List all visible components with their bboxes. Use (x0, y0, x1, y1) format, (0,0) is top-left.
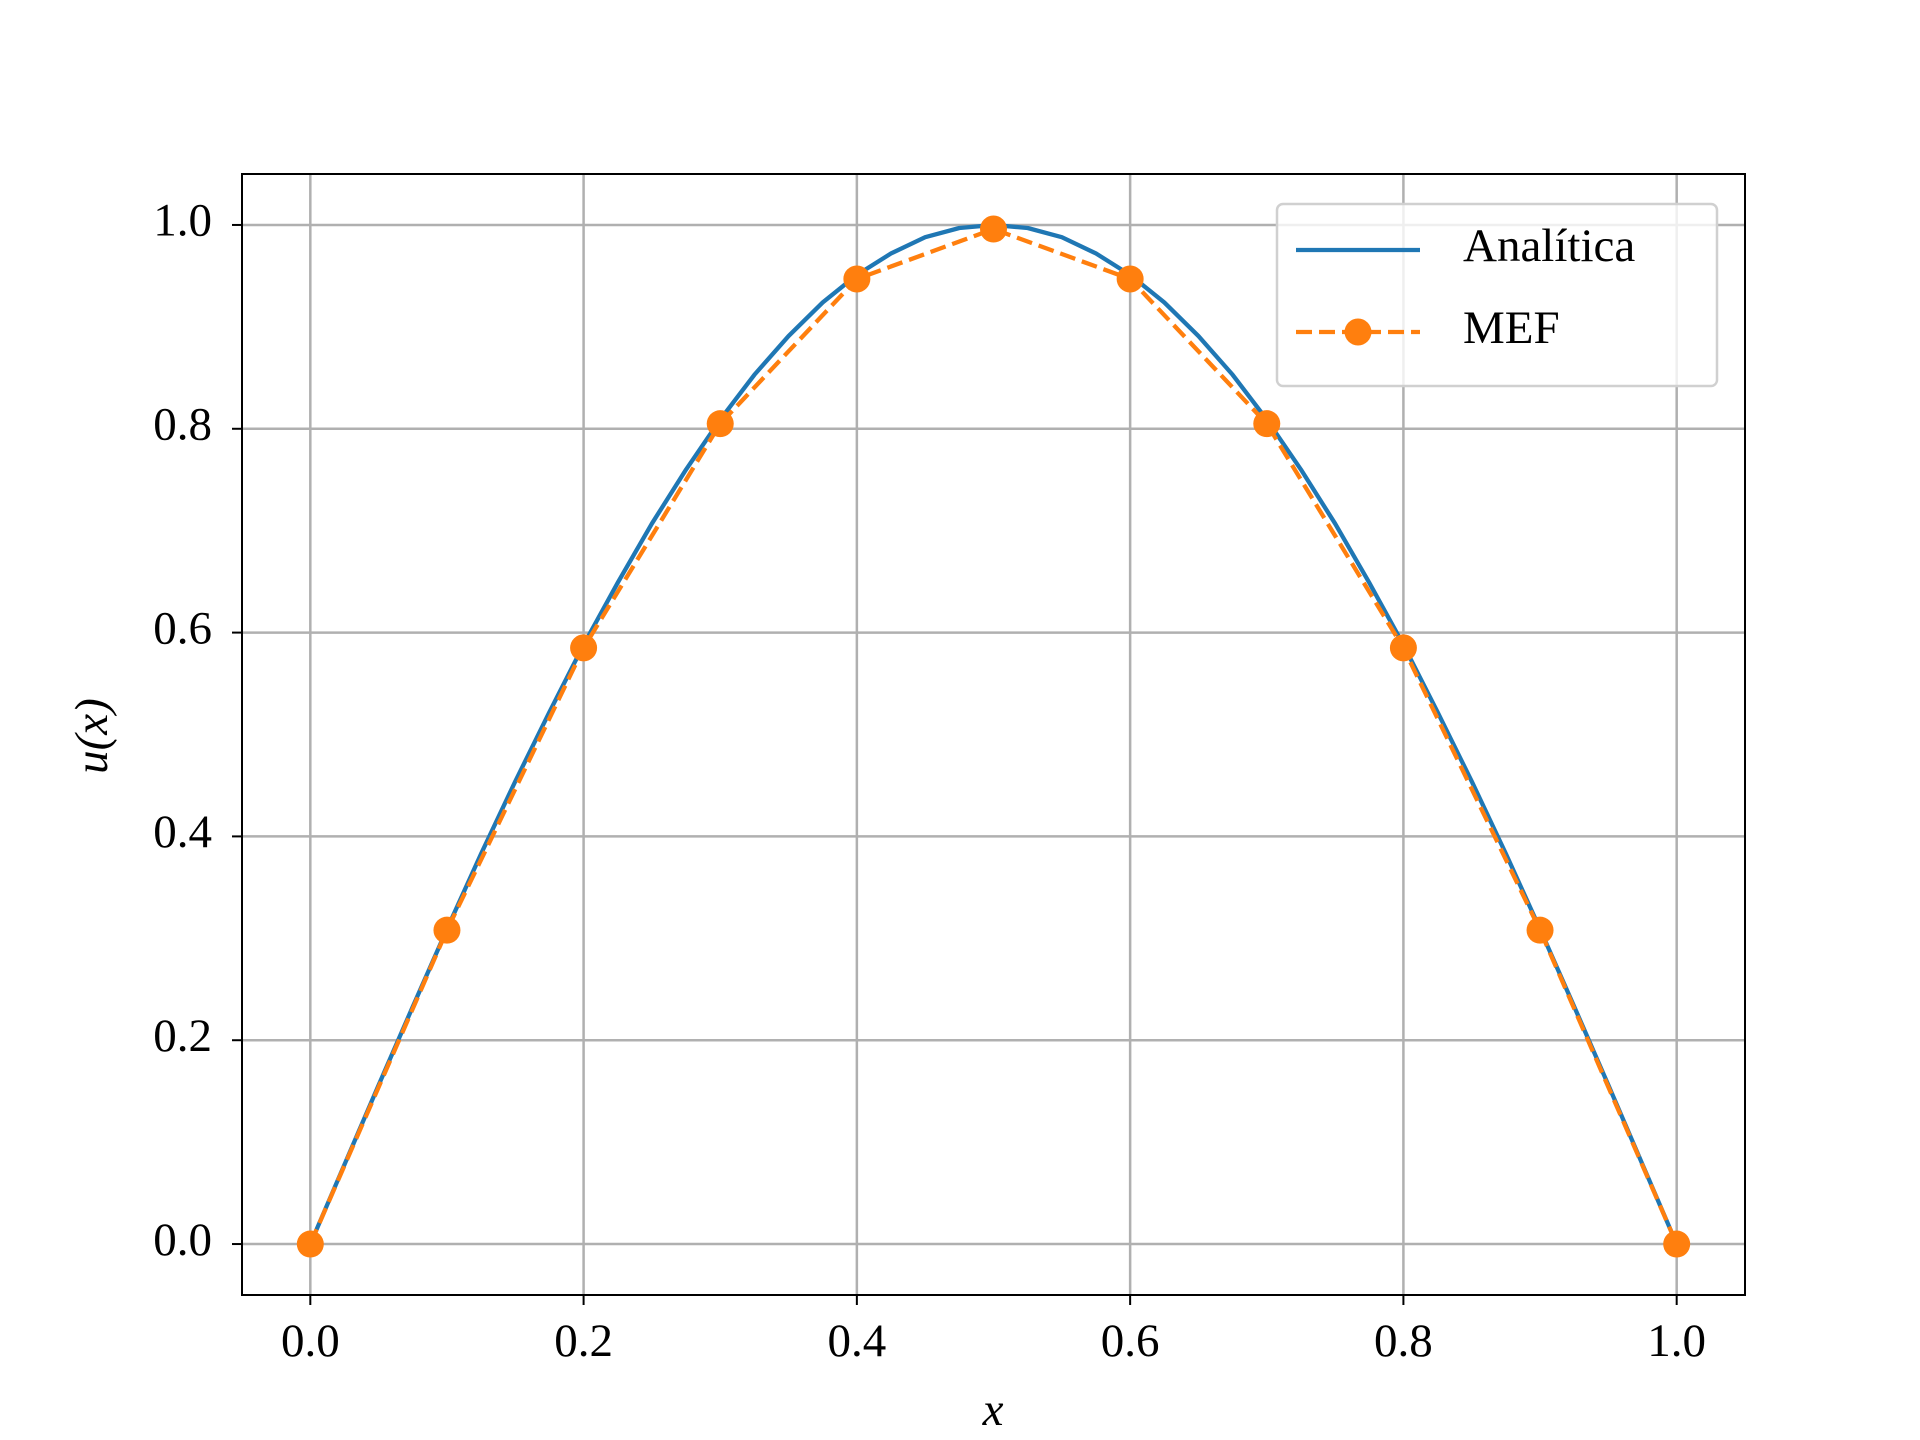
y-tick-label: 0.8 (153, 399, 212, 451)
data-point (1526, 916, 1554, 944)
y-tick-label: 0.4 (153, 806, 212, 858)
x-tick-label: 0.6 (1101, 1315, 1160, 1367)
data-point (1389, 634, 1417, 662)
y-tick-label: 0.0 (153, 1214, 212, 1266)
data-point (706, 410, 734, 438)
data-point (980, 215, 1007, 243)
x-tick-label: 1.0 (1647, 1315, 1706, 1367)
x-tick-label: 0.4 (827, 1315, 886, 1367)
x-tick-label: 0.0 (281, 1315, 340, 1367)
y-tick-label: 0.2 (153, 1010, 212, 1062)
x-tick-label: 0.8 (1374, 1315, 1433, 1367)
legend-marker (1344, 318, 1372, 346)
x-axis-label: x (982, 1384, 1004, 1436)
plot-frame (241, 173, 1746, 1296)
data-point (1116, 265, 1144, 293)
y-tick-label: 1.0 (153, 195, 212, 247)
data-point (843, 265, 871, 293)
data-point (433, 916, 461, 944)
data-point (1253, 410, 1281, 438)
data-point (570, 634, 598, 662)
legend-label: MEF (1463, 302, 1560, 354)
data-point (1663, 1230, 1691, 1258)
x-tick-label: 0.2 (554, 1315, 613, 1367)
y-tick-label: 0.6 (153, 602, 212, 654)
data-point (296, 1230, 324, 1258)
y-axis-label: u(x) (66, 698, 118, 774)
legend-label: Analítica (1463, 220, 1635, 272)
